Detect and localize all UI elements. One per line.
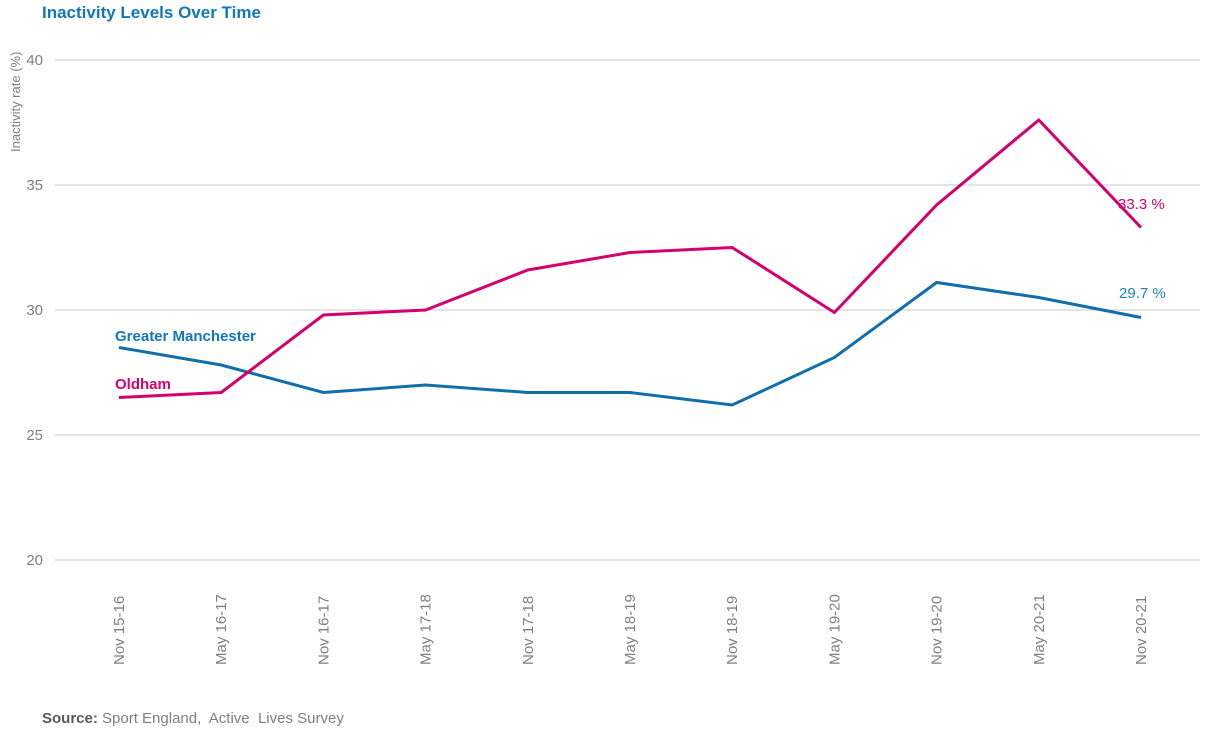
source-line: Source: Sport England, Active Lives Surv…: [42, 710, 344, 727]
y-tick-label-25: 25: [26, 427, 43, 444]
x-tick-label-2: Nov 16-17: [315, 596, 332, 665]
series-label-greater-manchester: Greater Manchester: [115, 328, 256, 345]
y-tick-label-35: 35: [26, 177, 43, 194]
y-tick-label-20: 20: [26, 552, 43, 569]
source-label: Source:: [42, 710, 98, 727]
x-tick-label-1: May 16-17: [213, 594, 230, 665]
x-tick-label-6: Nov 18-19: [724, 596, 741, 665]
end-value-label-greater-manchester: 29.7 %: [1119, 285, 1166, 302]
x-tick-label-3: May 17-18: [418, 594, 435, 665]
chart-title: Inactivity Levels Over Time: [42, 3, 261, 22]
source-text: Sport England, Active Lives Survey: [97, 710, 344, 727]
x-tick-label-7: May 19-20: [826, 594, 843, 665]
y-tick-label-30: 30: [26, 302, 43, 319]
y-tick-label-40: 40: [26, 52, 43, 69]
x-tick-label-0: Nov 15-16: [111, 596, 128, 665]
end-value-label-oldham: 33.3 %: [1118, 196, 1165, 213]
x-tick-label-4: Nov 17-18: [520, 596, 537, 665]
series-label-oldham: Oldham: [115, 376, 171, 393]
x-tick-label-9: May 20-21: [1031, 594, 1048, 665]
x-tick-label-5: May 18-19: [622, 594, 639, 665]
line-oldham: [118, 117, 1143, 399]
line-greater-manchester: [118, 280, 1142, 407]
x-tick-label-10: Nov 20-21: [1133, 596, 1150, 665]
x-tick-label-8: Nov 19-20: [929, 596, 946, 665]
